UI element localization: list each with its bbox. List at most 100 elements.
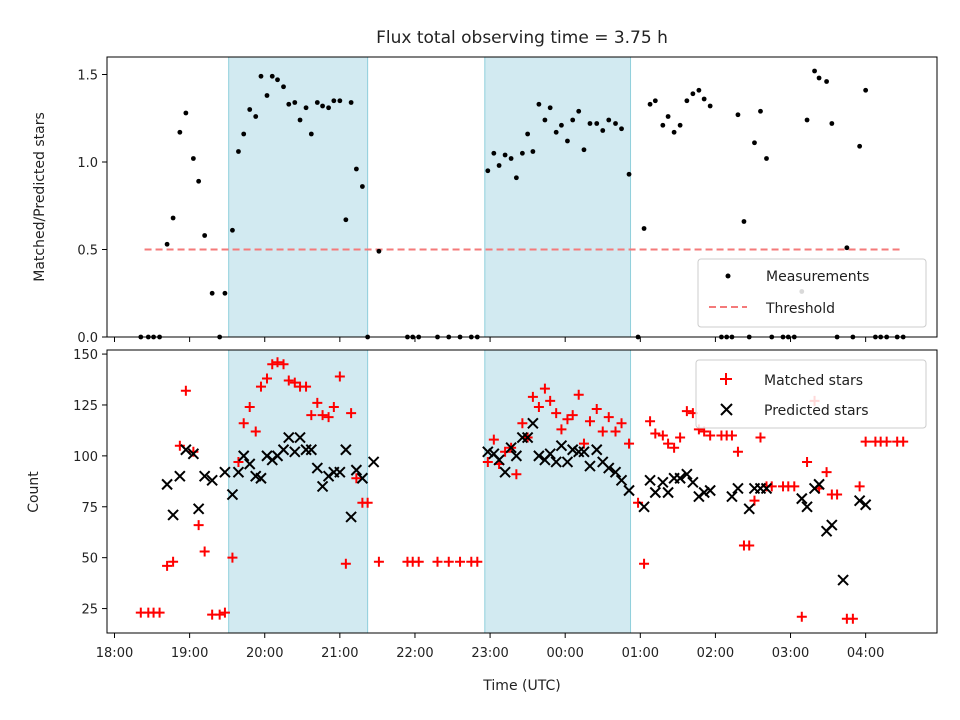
matched-stars-point bbox=[597, 426, 608, 437]
x-tick-label: 18:00 bbox=[96, 646, 133, 661]
matched-stars-point bbox=[482, 456, 493, 467]
panel-bottom: 25 50 75 100 125 150 18:00 19:00 20:00 21:00 22:0… bbox=[26, 348, 938, 694]
matched-stars-point bbox=[573, 389, 584, 400]
matched-stars-point bbox=[681, 406, 692, 417]
matched-stars-point bbox=[443, 556, 454, 567]
predicted-stars-point bbox=[305, 444, 318, 456]
predicted-stars-point bbox=[237, 450, 250, 462]
matched-stars-point bbox=[633, 497, 644, 508]
measurement-point bbox=[581, 147, 587, 153]
measurement-point bbox=[525, 131, 531, 137]
measurement-point bbox=[190, 156, 196, 161]
matched-stars-point bbox=[199, 546, 210, 557]
measurement-point bbox=[816, 75, 822, 81]
matched-stars-point bbox=[323, 412, 334, 423]
predicted-stars-point bbox=[192, 503, 205, 515]
measurement-point bbox=[758, 108, 763, 114]
predicted-stars-point bbox=[219, 466, 231, 478]
measurement-point bbox=[600, 128, 606, 133]
measurement-point bbox=[735, 112, 741, 118]
predicted-stars-point bbox=[161, 478, 173, 491]
matched-stars-point bbox=[610, 426, 621, 437]
measurement-point bbox=[253, 114, 259, 119]
predicted-stars-point bbox=[561, 456, 574, 468]
predicted-stars-point bbox=[609, 466, 622, 478]
bottom-shaded-interval-0 bbox=[228, 349, 369, 634]
measurement-point bbox=[314, 100, 320, 105]
measurement-point bbox=[343, 217, 349, 223]
measurement-point bbox=[542, 117, 548, 123]
predicted-stars-point bbox=[615, 474, 628, 487]
top-y-axis: 0.0 0.5 1.0 1.5 bbox=[77, 69, 107, 346]
matched-stars-point bbox=[267, 359, 278, 370]
measurement-point bbox=[502, 152, 508, 158]
bottom-y-tick-label: 125 bbox=[73, 399, 98, 414]
matched-stars-point bbox=[488, 434, 499, 445]
predicted-stars-point bbox=[521, 431, 534, 444]
x-tick-label: 00:00 bbox=[546, 646, 583, 661]
x-tick-label: 23:00 bbox=[471, 646, 508, 661]
matched-stars-point bbox=[517, 418, 528, 429]
predicted-stars-point bbox=[578, 446, 590, 458]
measurement-point bbox=[264, 93, 270, 98]
predicted-stars-point bbox=[350, 464, 363, 476]
predicted-stars-legend-label: Predicted stars bbox=[764, 403, 869, 419]
matched-stars-point bbox=[881, 436, 892, 447]
matched-stars-point bbox=[272, 357, 283, 368]
matched-stars-point bbox=[312, 397, 323, 408]
bottom-y-tick-label: 50 bbox=[81, 552, 98, 567]
matched-stars-point bbox=[639, 558, 650, 569]
measurement-point bbox=[863, 87, 869, 93]
matched-stars-point bbox=[802, 456, 813, 467]
predicted-stars-point bbox=[283, 431, 295, 444]
x-tick-label: 01:00 bbox=[622, 646, 659, 661]
x-axis: 18:00 19:00 20:00 21:00 22:00 23:00 00:00 01:00… bbox=[96, 633, 884, 661]
measurement-point bbox=[164, 241, 170, 247]
measurement-point bbox=[619, 126, 624, 132]
top-y-axis-label: Matched/Predicted stars bbox=[32, 112, 48, 282]
predicted-stars-point bbox=[277, 444, 290, 456]
matched-stars-point bbox=[860, 436, 871, 447]
measurement-point bbox=[812, 68, 817, 74]
x-tick-label: 20:00 bbox=[246, 646, 283, 661]
matched-stars-point bbox=[669, 442, 680, 453]
x-tick-label: 03:00 bbox=[772, 646, 809, 661]
matched-stars-series bbox=[135, 357, 909, 624]
predicted-stars-point bbox=[681, 468, 693, 480]
measurement-point bbox=[519, 150, 525, 156]
measurement-point bbox=[222, 290, 228, 296]
matched-stars-point bbox=[545, 395, 556, 406]
matched-stars-point bbox=[854, 481, 865, 492]
measurement-point bbox=[652, 98, 658, 104]
predicted-stars-point bbox=[206, 474, 218, 487]
measurement-point bbox=[320, 103, 325, 109]
matched-stars-point bbox=[744, 540, 755, 551]
measurement-point bbox=[530, 149, 536, 154]
matched-stars-point bbox=[162, 560, 173, 571]
measurement-point bbox=[326, 105, 331, 111]
top-shaded-interval-1 bbox=[484, 56, 632, 338]
measurement-point bbox=[359, 184, 365, 189]
measurement-point bbox=[297, 117, 303, 123]
predicted-stars-point bbox=[334, 466, 346, 478]
measurement-point bbox=[613, 121, 618, 126]
predicted-stars-point bbox=[550, 456, 562, 468]
matched-stars-point bbox=[578, 438, 589, 449]
measurement-point bbox=[230, 227, 235, 233]
matched-stars-point bbox=[261, 373, 272, 384]
predicted-stars-point bbox=[743, 503, 755, 515]
predicted-stars-point bbox=[555, 439, 568, 452]
matched-stars-point bbox=[650, 428, 661, 439]
bottom-y-axis-label: Count bbox=[26, 471, 42, 513]
matched-stars-point bbox=[591, 404, 602, 415]
matched-stars-point bbox=[214, 609, 225, 620]
predicted-stars-point bbox=[289, 446, 301, 458]
top-legend: Measurements Threshold bbox=[697, 258, 927, 328]
measurement-point bbox=[626, 171, 632, 177]
predicted-stars-point bbox=[505, 442, 517, 454]
matched-stars-point bbox=[584, 416, 595, 427]
measurement-point bbox=[660, 122, 666, 128]
matched-stars-point bbox=[562, 414, 573, 425]
predicted-stars-point bbox=[533, 450, 545, 462]
